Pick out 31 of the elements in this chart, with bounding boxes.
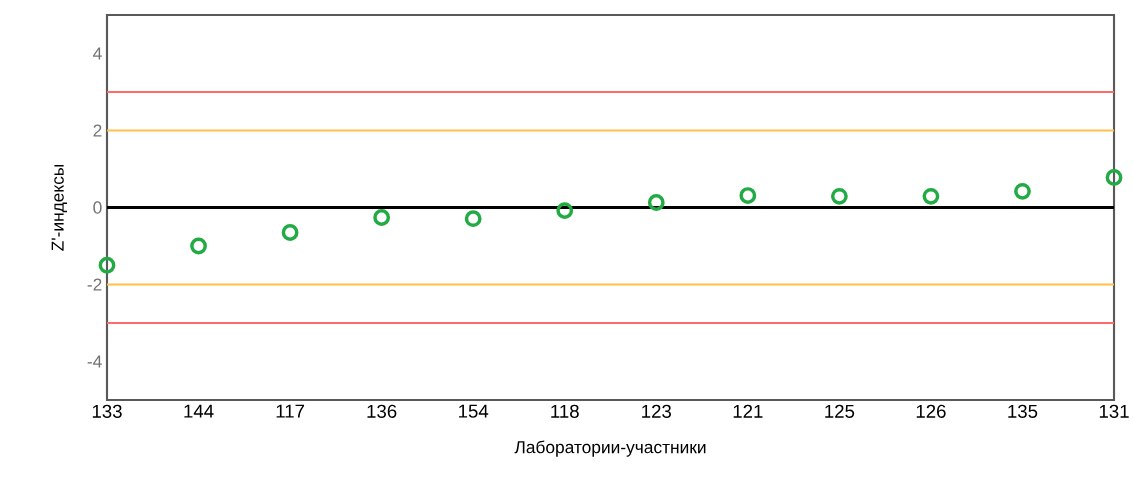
x-tick-label: 154 [459,404,489,418]
point [739,187,757,204]
point [830,187,848,205]
point [464,210,482,228]
x-tick-label: 118 [551,404,579,418]
point [922,187,940,205]
x-axis-title: Лаборатории-участники [514,440,706,457]
x-tick-label: 136 [367,404,397,418]
x-tick-label: 133 [92,404,122,418]
x-tick-label: 125 [825,404,855,418]
point [98,256,116,274]
point [556,202,574,219]
x-tick-label: 126 [916,404,946,418]
point [647,194,665,211]
point [190,237,207,255]
x-tick-label: 121 [733,404,763,418]
x-tick-label: 123 [642,404,672,418]
point [281,224,299,241]
x-tick-label: 117 [276,404,305,418]
y-tick-label: -2 [87,278,102,291]
x-tick-label: 144 [184,404,214,418]
x-tick-label: 131 [1099,404,1129,418]
y-tick-label: 0 [93,201,102,214]
x-tick-label: 135 [1008,404,1038,418]
point [1105,169,1123,186]
y-tick-label: -4 [87,355,102,368]
point [1014,182,1031,200]
y-tick-label: 4 [93,47,102,60]
point [373,209,391,226]
y-tick-label: 2 [93,124,102,137]
y-axis-title: Z'-индексы [51,164,68,251]
